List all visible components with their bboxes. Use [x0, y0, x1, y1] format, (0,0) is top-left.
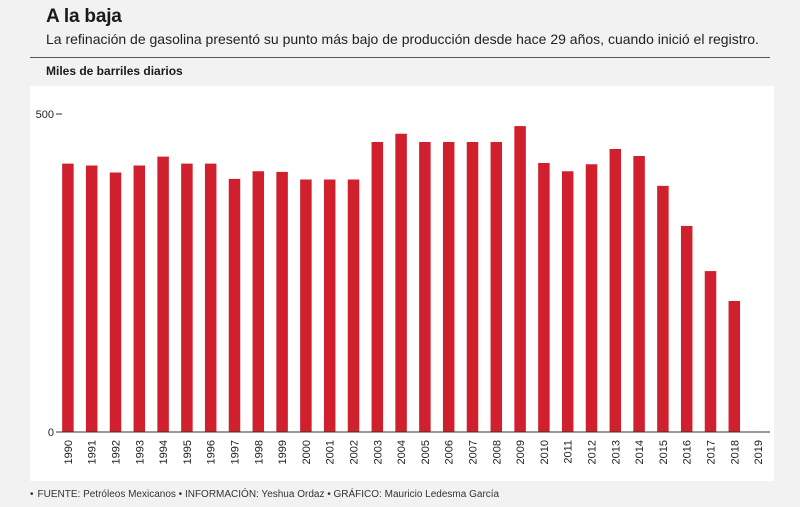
- x-tick-label: 2005: [420, 440, 432, 464]
- x-tick-label: 1997: [230, 440, 242, 464]
- y-tick-label: 500: [36, 109, 54, 121]
- bar-2011: [561, 171, 574, 433]
- bar-2006: [442, 141, 455, 432]
- x-tick-label: 1992: [111, 440, 123, 464]
- x-tick-label: 2000: [301, 440, 313, 464]
- bar-1995: [181, 163, 193, 432]
- bar-1991: [85, 165, 98, 433]
- chart-subtitle: La refinación de gasolina presentó su pu…: [46, 31, 759, 47]
- bar-2000: [300, 179, 312, 432]
- chart-title: A la baja: [46, 6, 122, 27]
- bar-2012: [585, 164, 598, 432]
- bar-2008: [490, 141, 503, 432]
- credits-text: FUENTE: Petróleos Mexicanos • INFORMACIÓ…: [37, 489, 500, 500]
- x-tick-label: 2003: [372, 440, 384, 464]
- x-tick-label: 2008: [491, 440, 503, 464]
- x-tick-label: 2009: [515, 440, 527, 464]
- bar-1992: [109, 172, 122, 432]
- x-tick-label: 2012: [587, 440, 599, 464]
- x-tick-label: 1990: [63, 440, 75, 464]
- bar-2009: [514, 126, 526, 433]
- x-tick-label: 2002: [349, 440, 361, 464]
- bar-2002: [347, 179, 360, 432]
- x-tick-label: 2014: [634, 440, 646, 464]
- bar-2004: [395, 133, 407, 432]
- x-tick-label: 2004: [396, 440, 408, 464]
- x-tick-label: 2010: [539, 440, 551, 464]
- y-axis-label: Miles de barriles diarios: [46, 64, 183, 78]
- x-tick-label: 1991: [87, 440, 99, 464]
- bar-2005: [419, 141, 431, 432]
- x-tick-label: 1999: [277, 440, 289, 464]
- x-tick-label: 2006: [444, 440, 456, 464]
- bar-1990: [62, 163, 74, 432]
- x-tick-label: 2007: [468, 440, 480, 464]
- title-divider: [30, 57, 770, 58]
- x-tick-label: 2019: [753, 440, 765, 464]
- bar-2015: [657, 185, 669, 432]
- credits-footer: • FUENTE: Petróleos Mexicanos • INFORMACI…: [30, 489, 499, 500]
- bar-2016: [680, 225, 693, 432]
- bar-2017: [704, 271, 717, 432]
- x-tick-label: 2013: [610, 440, 622, 464]
- x-tick-label: 1995: [182, 440, 194, 464]
- x-tick-label: 1996: [206, 440, 218, 464]
- x-tick-label: 2011: [563, 440, 575, 464]
- bar-1994: [157, 156, 169, 432]
- bar-1999: [276, 171, 288, 432]
- x-tick-label: 2017: [706, 440, 718, 464]
- x-tick-label: 2016: [682, 440, 694, 464]
- bar-1993: [133, 165, 146, 433]
- bar-1998: [252, 171, 265, 433]
- y-tick-label: 0: [48, 427, 54, 439]
- bar-2018: [728, 300, 741, 432]
- bar-1997: [228, 178, 241, 432]
- x-tick-label: 1998: [253, 440, 265, 464]
- bar-2001: [323, 179, 336, 432]
- x-tick-label: 1993: [134, 440, 146, 464]
- x-tick-label: 2015: [658, 440, 670, 464]
- bar-2013: [609, 148, 622, 433]
- bar-1996: [204, 163, 217, 432]
- bar-2010: [538, 162, 550, 433]
- bar-2007: [466, 141, 479, 432]
- x-tick-label: 2001: [325, 440, 337, 464]
- bar-2003: [371, 141, 384, 432]
- x-tick-label: 2018: [729, 440, 741, 464]
- x-tick-label: 1994: [158, 440, 170, 464]
- bar-2014: [633, 155, 645, 432]
- bullet-dot: •: [30, 489, 34, 500]
